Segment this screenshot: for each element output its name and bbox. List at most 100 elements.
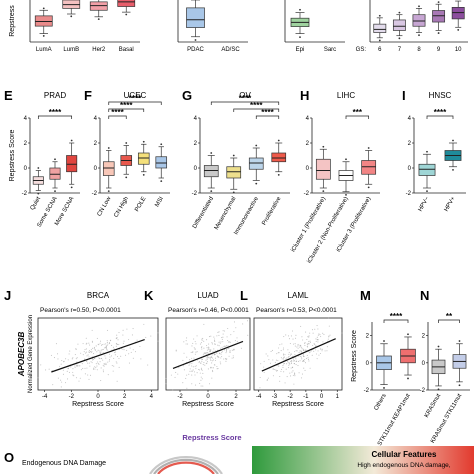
scatter-point <box>201 339 203 341</box>
scatter-point <box>280 357 282 359</box>
arc-shape <box>153 458 219 474</box>
scatter-point <box>174 376 176 378</box>
scatter-point <box>194 374 196 376</box>
outlier-point <box>407 333 409 336</box>
scatter-point <box>307 357 309 359</box>
scatter-point <box>313 343 315 345</box>
scatter-point <box>304 344 306 347</box>
scatter-point <box>201 378 203 380</box>
scatter-point <box>292 355 294 357</box>
scatter-point <box>94 366 96 368</box>
scatter-point <box>95 345 97 347</box>
significance-bracket: **** <box>108 101 145 112</box>
outlier-point <box>97 18 100 21</box>
scatter-point <box>110 355 112 357</box>
scatter-point <box>326 350 328 352</box>
scatter-point <box>82 354 84 356</box>
scatter-point <box>88 351 90 353</box>
scatter-point <box>219 342 221 344</box>
scatter-point <box>200 362 202 364</box>
plot-frame <box>165 317 251 391</box>
scatter-point <box>217 331 219 333</box>
panel-label: L <box>240 288 248 303</box>
scatter-point <box>92 359 95 361</box>
scatter-point <box>283 356 285 358</box>
bracket-line <box>345 115 370 119</box>
outlier-point <box>70 186 73 189</box>
scatter-point <box>87 374 89 376</box>
y-tick-label: 0 <box>408 166 412 172</box>
significance-stars: *** <box>353 108 363 117</box>
scatter-point <box>328 325 330 327</box>
scatter-point <box>105 345 107 347</box>
scatter-point <box>185 377 187 379</box>
scatter-point <box>211 360 213 362</box>
scatter-point <box>306 338 308 341</box>
scatter-point <box>214 353 216 355</box>
scatter-point <box>216 355 218 357</box>
scatter-point <box>104 355 106 357</box>
x-tick-label: -3 <box>272 394 278 400</box>
scatter-point <box>207 355 209 357</box>
panel-k: K LUAD Pearson's r=0.46, P<0.0001 -2 0 2Repst… <box>144 288 251 408</box>
correlation-annotation: Pearson's r=0.50, P<0.0001 <box>40 307 121 314</box>
scatter-point <box>85 337 87 339</box>
scatter-point <box>216 368 218 370</box>
scatter-point <box>292 366 294 368</box>
scatter-point <box>296 346 298 348</box>
scatter-point <box>99 361 101 363</box>
panel-label: I <box>402 88 406 103</box>
scatter-point <box>279 375 281 378</box>
outlier-point <box>367 186 370 189</box>
scatter-point <box>90 351 93 353</box>
scatter-point <box>194 366 196 368</box>
outlier-point <box>426 190 428 193</box>
scatter-point <box>198 361 200 363</box>
box-3 <box>137 140 150 176</box>
scatter-point <box>274 368 276 371</box>
scatter-point <box>224 349 226 351</box>
scatter-point <box>192 342 194 344</box>
outlier-point <box>437 32 440 34</box>
outlier-point <box>232 191 235 194</box>
panel-title: LUAD <box>197 291 219 300</box>
x-tick-label: KRASmut <box>424 393 443 419</box>
scatter-point <box>206 344 208 347</box>
scatter-point <box>112 346 114 348</box>
scatter-point <box>105 364 107 366</box>
significance-stars: ** <box>446 312 453 321</box>
scatter-point <box>222 350 224 352</box>
scatter-point <box>282 349 284 351</box>
scatter-point <box>216 352 218 354</box>
scatter-point <box>314 328 316 330</box>
scatter-point <box>322 341 324 343</box>
scatter-point <box>66 378 69 380</box>
panel-label: K <box>144 288 154 303</box>
scatter-point <box>190 351 192 353</box>
scatter-point <box>283 363 285 365</box>
scatter-point <box>226 350 228 352</box>
scatter-point <box>201 358 204 360</box>
scatter-point <box>223 358 225 360</box>
scatter-point <box>303 360 305 363</box>
scatter-point <box>128 362 131 364</box>
panel-row1-c: Epi Sarc <box>284 0 345 53</box>
y-tick-label: 2 <box>24 141 28 147</box>
outlier-point <box>107 147 110 149</box>
box-body <box>66 155 78 173</box>
panel-label: F <box>84 88 92 103</box>
scatter-point <box>323 333 325 336</box>
scatter-point <box>122 329 124 331</box>
scatter-point <box>86 355 88 357</box>
scatter-point <box>136 339 138 341</box>
panel-label: M <box>360 288 371 303</box>
scatter-point <box>329 334 331 336</box>
scatter-point <box>79 365 81 367</box>
scatter-point <box>290 360 292 362</box>
x-axis-label: Repstress Score <box>72 401 124 408</box>
panel-label: G <box>182 88 192 103</box>
y-tick-label: -2 <box>364 388 370 394</box>
scatter-point <box>221 337 223 339</box>
scatter-point <box>288 338 291 340</box>
